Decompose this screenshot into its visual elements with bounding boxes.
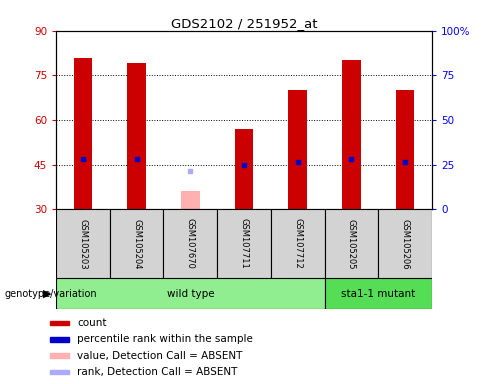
Text: wild type: wild type [166,289,214,299]
Text: GSM107670: GSM107670 [186,218,195,269]
FancyBboxPatch shape [217,209,271,278]
Text: rank, Detection Call = ABSENT: rank, Detection Call = ABSENT [77,367,238,377]
FancyBboxPatch shape [56,209,110,278]
Bar [50,321,69,326]
Title: GDS2102 / 251952_at: GDS2102 / 251952_at [171,17,317,30]
FancyBboxPatch shape [325,209,378,278]
Text: GSM107712: GSM107712 [293,218,302,269]
Text: GSM105204: GSM105204 [132,218,141,269]
FancyBboxPatch shape [110,209,163,278]
Text: sta1-1 mutant: sta1-1 mutant [341,289,415,299]
Bar [50,369,69,374]
FancyBboxPatch shape [56,278,325,309]
Bar [288,90,307,209]
Text: value, Detection Call = ABSENT: value, Detection Call = ABSENT [77,351,243,361]
FancyBboxPatch shape [163,209,217,278]
FancyBboxPatch shape [271,209,325,278]
Bar [342,61,361,209]
Text: GSM105203: GSM105203 [79,218,87,269]
Text: GSM105206: GSM105206 [401,218,409,269]
Text: percentile rank within the sample: percentile rank within the sample [77,334,253,344]
Bar [50,337,69,342]
Text: count: count [77,318,107,328]
Bar [74,58,92,209]
Bar [181,192,200,209]
Text: ▶: ▶ [43,289,51,299]
Bar [50,353,69,358]
Text: GSM105205: GSM105205 [347,218,356,269]
FancyBboxPatch shape [378,209,432,278]
Text: GSM107711: GSM107711 [240,218,248,269]
FancyBboxPatch shape [325,278,432,309]
Text: genotype/variation: genotype/variation [5,289,98,299]
Bar [127,63,146,209]
Bar [235,129,253,209]
Bar [396,90,414,209]
